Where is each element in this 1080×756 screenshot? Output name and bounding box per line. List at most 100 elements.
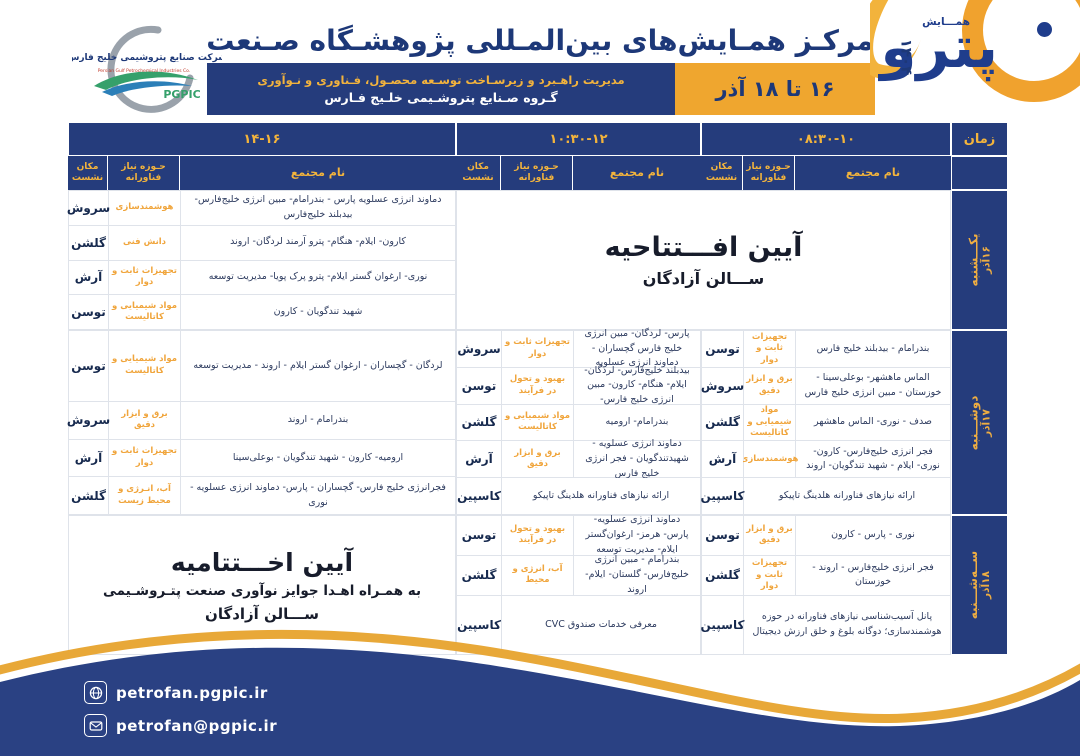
logo-year: ۱۴۰۴ (897, 38, 916, 76)
closing-ceremony-hall: ســـالن آزادگان (205, 604, 319, 623)
session-hall: گلشن (69, 477, 108, 514)
complex-names: لردگان - گچساران - ارغوان گستر ایلام - ا… (181, 331, 455, 401)
tech-need: بهبود و تحول در فرآیند (502, 367, 573, 404)
day1-afternoon-block: دماوند انرژی عسلویه پارس - بندرامام- مبی… (67, 190, 456, 330)
schedule-table: ۱۴-۱۶ ۱۰:۳۰-۱۲ ۰۸:۳۰-۱۰ زمان نام مجتمع ح… (67, 122, 1008, 655)
complex-names: فجر انرژی خلیج‌فارس - اروند - خوزستان (796, 555, 950, 595)
slot-midday-label: ۱۰:۳۰-۱۲ (549, 131, 608, 147)
table-row: بندرامام - اروند برق و ابزار دقیق سروش (67, 401, 455, 439)
slot-afternoon-label: ۱۴-۱۶ (243, 131, 281, 147)
tech-need: آب، انـرژی و محیط زیست (109, 477, 180, 514)
complex-names: بندرامام - بیدبلند خلیج فارس (796, 331, 950, 367)
session-hall: گلشن (702, 404, 743, 441)
logo-blue-dot (1037, 22, 1052, 37)
department-banner: مدیریت راهـبرد و زیرسـاخت توسـعه محصـول،… (207, 63, 675, 115)
session-hall: سروش (701, 367, 744, 404)
email-link[interactable]: petrofan@pgpic.ir (84, 714, 277, 737)
day3-midday-block: دماوند انرژی عسلویه- پارس- هرمز- ارغوان‌… (456, 514, 701, 655)
day-date: ۱۷آذر (980, 408, 993, 437)
table-row: صدف - نوری- الماس ماهشهر مواد شیمیایی و … (702, 404, 950, 441)
footer-gold-ribbon (0, 629, 1080, 724)
session-hall: آرش (702, 441, 743, 478)
colheader-tech-need: حـوزه نیاز فناورانه (501, 156, 572, 190)
colheaders-morning: نام مجتمع حـوزه نیاز فناورانه مکان نشست (701, 156, 951, 190)
complex-names: دماوند انرژی عسلویه - شهیدتندگویان - فجر… (574, 438, 700, 479)
tech-need: هوشمندسازی (109, 191, 180, 225)
session-hall: کاسپین (701, 478, 744, 514)
website-url: petrofan.pgpic.ir (116, 683, 268, 702)
table-row: دماوند انرژی عسلویه - شهیدتندگویان - فجر… (457, 438, 700, 479)
website-link[interactable]: petrofan.pgpic.ir (84, 681, 268, 704)
colheader-complex-name: نام مجتمع (573, 156, 701, 190)
special-session-text: پانل آسیب‌شناسی نیازهای فناورانه در حوزه… (744, 595, 950, 654)
complex-names: فجرانرژی خلیج فارس- گچساران - پارس- دماو… (181, 477, 455, 514)
complex-names: دماوند انرژی عسلویه پارس - بندرامام- مبی… (181, 191, 455, 225)
session-hall: توسن (702, 331, 743, 367)
session-hall: توسن (69, 295, 108, 329)
complex-names: صدف - نوری- الماس ماهشهر (796, 404, 950, 441)
complex-names: نوری- ارغوان گستر ایلام- پترو پرک پویا- … (181, 260, 455, 295)
table-row: بندرامام - بیدبلند خلیج فارس تجهیزات ثاب… (702, 331, 950, 367)
table-row: نوری - پارس - کارون برق و ابزار دقیق توس… (702, 516, 950, 555)
tech-need: آب، انرژی و محیط (502, 555, 573, 595)
tech-need: تجهیزات ثابت و دوار (502, 331, 573, 367)
dayband-tuesday-label: ســه‌شـــنبه ۱۸آذر (967, 551, 993, 619)
time-col-spacer (951, 156, 1008, 190)
session-hall: گلشن (702, 555, 743, 595)
tech-need: هوشمندسازی (741, 441, 798, 478)
dayband-sunday-label: یکـــشنبه ۱۶آذر (966, 233, 992, 286)
table-row: فجر انرژی خلیج‌فارس- کارون- نوری- ایلام … (702, 441, 950, 478)
session-hall: سروش (67, 191, 110, 225)
colheader-session-place: مکان نشست (456, 156, 500, 190)
day-name: ســه‌شـــنبه (966, 550, 981, 620)
email-icon (84, 714, 107, 737)
tech-need: بهبود و تحول در فرآیند (502, 516, 573, 555)
footer-wave-graphic (0, 629, 1080, 756)
event-date-badge: ۱۶ تا ۱۸ آذر (675, 63, 875, 115)
complex-names: بندرامام- ارومیه (574, 404, 700, 441)
slot-morning-label: ۰۸:۳۰-۱۰ (796, 131, 856, 147)
session-hall: کاسپین (701, 595, 744, 654)
day2-midday-block: پارس- لردگان- مبین انرژی خلیج فارس گچسار… (456, 328, 701, 515)
complex-names: شهید تندگویان - کارون (181, 295, 455, 329)
table-row-special: پانل آسیب‌شناسی نیازهای فناورانه در حوزه… (701, 595, 950, 654)
day3-morning-block: نوری - پارس - کارون برق و ابزار دقیق توس… (701, 515, 951, 655)
table-row: الماس ماهشهر- بوعلی‌سینا - خوزستان - مبی… (701, 367, 950, 404)
header-time-col: زمان (951, 122, 1008, 156)
colheader-session-place: مکان نشست (68, 156, 107, 190)
table-row: بندرامام- ارومیه مواد شیمیایی و کاتالیست… (457, 404, 700, 441)
dayband-sunday: یکـــشنبه ۱۶آذر (951, 190, 1008, 330)
special-session-text: ارائه نیازهای فناورانه هلدینگ تاپیکو (502, 478, 700, 514)
complex-names: فجر انرژی خلیج‌فارس- کارون- نوری- ایلام … (796, 441, 950, 478)
complex-names: بیدبلند خلیج‌فارس- لردگان- ایلام- هنگام-… (574, 365, 700, 405)
complex-names: دماوند انرژی عسلویه- پارس- هرمز- ارغوان‌… (574, 514, 700, 555)
table-row: دماوند انرژی عسلویه- پارس- هرمز- ارغوان‌… (457, 514, 700, 555)
session-hall: آرش (457, 441, 501, 478)
opening-ceremony-hall: ســـالن آزادگان (642, 269, 765, 288)
complex-names: بندرامام - اروند (181, 401, 455, 439)
day-name: یکـــشنبه (966, 233, 981, 287)
session-hall: توسن (457, 516, 501, 555)
logo-hamayesh-label: همـــایش (922, 16, 970, 28)
pgpic-name-en: Persian Gulf Petrochemical Industries Co… (98, 68, 191, 74)
time-col-label: زمان (963, 131, 996, 147)
header-slot-afternoon: ۱۴-۱۶ (68, 122, 456, 156)
department-line-1: مدیریت راهـبرد و زیرسـاخت توسـعه محصـول،… (257, 73, 625, 87)
session-hall: سروش (457, 331, 501, 367)
tech-need: تجهیزات ثابت و دوار (109, 260, 180, 295)
pgpic-logo-graphic: شرکت صنایع پتروشیمی خلیج فارس Persian Gu… (67, 25, 227, 113)
complex-names: نوری - پارس - کارون (796, 516, 950, 555)
table-row: دماوند انرژی عسلویه پارس - بندرامام- مبی… (67, 191, 455, 225)
tech-need: تجهیزات ثابت و دوار (744, 555, 795, 595)
colheader-tech-need: حـوزه نیاز فناورانه (743, 156, 794, 190)
logo-wordmark: پترو (880, 13, 998, 81)
complex-names: ارومیه- کارون - شهید تندگویان - بوعلی‌سی… (181, 439, 455, 477)
dayband-tuesday: ســه‌شـــنبه ۱۸آذر (951, 515, 1008, 655)
footer-navy-wave (0, 647, 1080, 756)
table-row: پارس- لردگان- مبین انرژی خلیج فارس گچسار… (457, 328, 700, 368)
pgpic-logo: شرکت صنایع پتروشیمی خلیج فارس Persian Gu… (67, 20, 227, 122)
petrofan-event-logo: پترو همـــایش ۱۴۰۴ (870, 0, 1080, 125)
complex-names: الماس ماهشهر- بوعلی‌سینا - خوزستان - مبی… (796, 367, 950, 404)
session-hall: توسن (457, 367, 501, 404)
tech-need: برق و ابزار دقیق (109, 401, 180, 439)
